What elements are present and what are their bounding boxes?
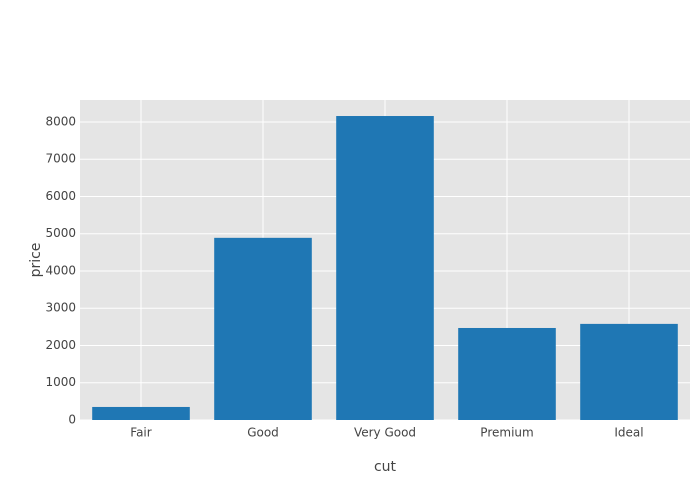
y-tick-label: 6000 xyxy=(45,189,76,203)
x-tick-label: Fair xyxy=(130,426,151,440)
x-tick-label: Good xyxy=(247,426,279,440)
y-tick-label: 7000 xyxy=(45,152,76,166)
bar xyxy=(214,237,312,420)
y-tick-label: 0 xyxy=(68,413,76,427)
y-tick-label: 1000 xyxy=(45,375,76,389)
y-tick-label: 2000 xyxy=(45,338,76,352)
bar xyxy=(92,406,190,420)
y-tick-label: 4000 xyxy=(45,263,76,277)
y-tick-label: 5000 xyxy=(45,226,76,240)
x-tick-label: Premium xyxy=(480,426,533,440)
y-axis-title: price xyxy=(28,243,44,278)
x-tick-label: Ideal xyxy=(614,426,643,440)
bar xyxy=(580,323,678,420)
x-axis-title: cut xyxy=(374,459,397,475)
bar xyxy=(458,327,556,420)
bar xyxy=(336,116,434,421)
y-tick-label: 3000 xyxy=(45,301,76,315)
x-tick-label: Very Good xyxy=(354,426,416,440)
y-tick-label: 8000 xyxy=(45,114,76,128)
